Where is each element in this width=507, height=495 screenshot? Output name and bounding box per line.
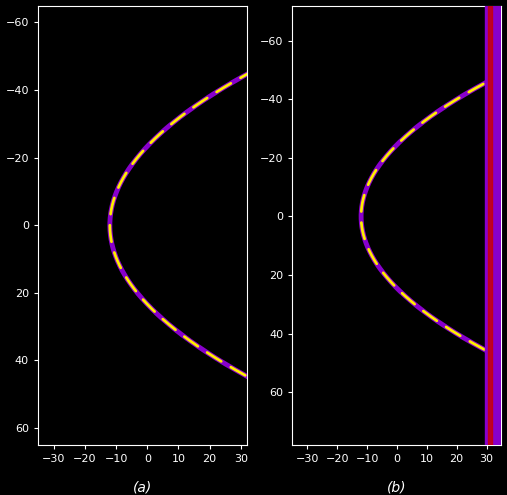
Bar	[488, 5, 492, 445]
Text: (b): (b)	[387, 480, 407, 494]
Text: (a): (a)	[133, 480, 152, 494]
Bar	[485, 5, 501, 445]
